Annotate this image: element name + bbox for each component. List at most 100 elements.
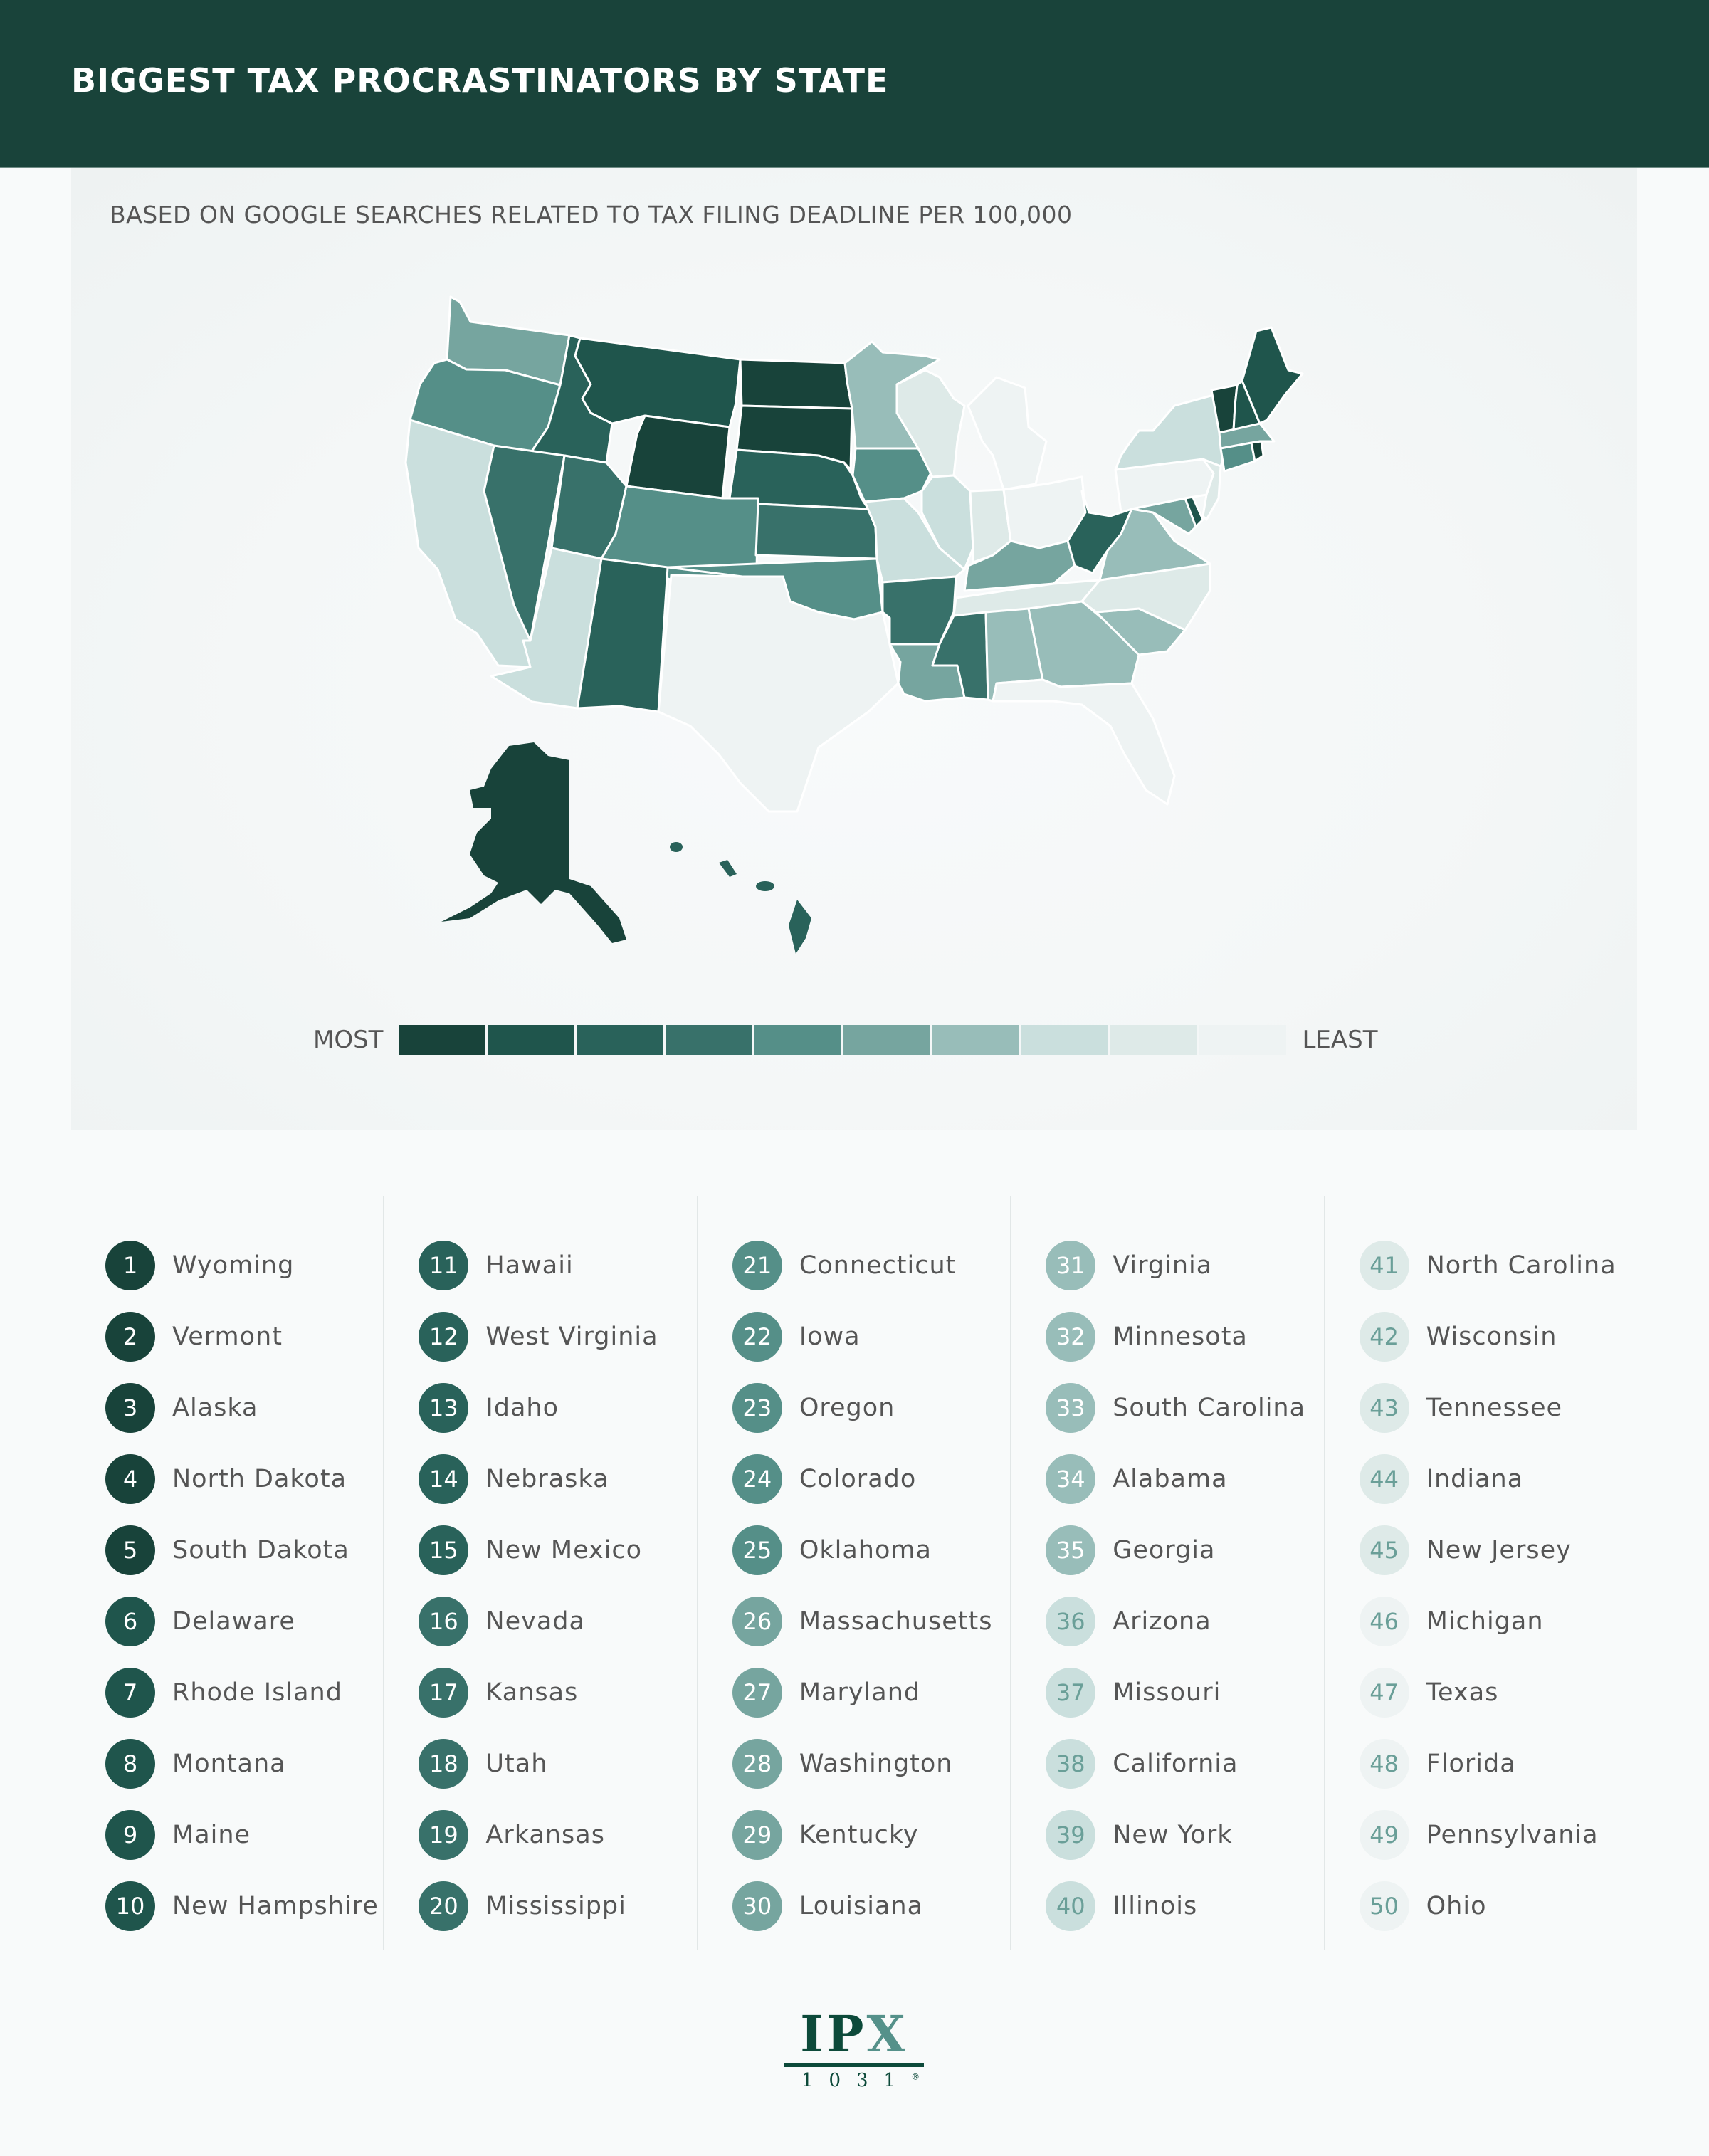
rank-badge: 31: [1046, 1241, 1096, 1290]
state-kansas: [754, 503, 878, 560]
rank-badge: 17: [419, 1668, 469, 1718]
list-item: 7 Rhode Island: [105, 1657, 383, 1728]
state-name: Arizona: [1113, 1607, 1211, 1636]
state-nevada: [483, 444, 566, 642]
rank-badge: 20: [419, 1881, 469, 1931]
rank-badge: 1: [105, 1241, 155, 1290]
rank-badge: 46: [1359, 1597, 1409, 1646]
state-name: Nebraska: [485, 1465, 609, 1493]
rank-badge: 23: [732, 1383, 782, 1433]
legend-swatch-1: [399, 1025, 486, 1055]
rank-badge: 35: [1046, 1525, 1096, 1575]
rank-badge: 7: [105, 1668, 155, 1718]
rank-badge: 14: [419, 1454, 469, 1504]
state-name: Texas: [1426, 1678, 1499, 1707]
list-item: 20 Mississippi: [419, 1871, 696, 1942]
rank-badge: 37: [1046, 1668, 1096, 1718]
list-item: 10 New Hampshire: [105, 1871, 383, 1942]
list-item: 8 Montana: [105, 1728, 383, 1799]
rank-badge: 43: [1359, 1383, 1409, 1433]
list-item: 31 Virginia: [1046, 1230, 1323, 1301]
state-name: Rhode Island: [172, 1678, 342, 1707]
state-name: Colorado: [799, 1465, 917, 1493]
state-name: New Jersey: [1426, 1536, 1572, 1565]
state-name: California: [1113, 1750, 1239, 1778]
state-name: Minnesota: [1113, 1322, 1248, 1351]
rank-badge: 48: [1359, 1739, 1409, 1789]
state-name: North Dakota: [172, 1465, 347, 1493]
list-item: 39 New York: [1046, 1799, 1323, 1871]
ipx1031-logo: IPX 1031®: [783, 2007, 925, 2100]
rank-badge: 25: [732, 1525, 782, 1575]
state-name: New Hampshire: [172, 1892, 379, 1920]
state-name: Maryland: [799, 1678, 921, 1707]
state-name: Alaska: [172, 1394, 258, 1422]
state-name: Nevada: [485, 1607, 585, 1636]
rank-badge: 24: [732, 1454, 782, 1504]
logo-number: 1031: [801, 2070, 912, 2091]
registered-mark: ®: [911, 2071, 920, 2082]
list-item: 44 Indiana: [1359, 1444, 1637, 1515]
state-name: Utah: [485, 1750, 548, 1778]
rank-badge: 26: [732, 1597, 782, 1646]
list-item: 37 Missouri: [1046, 1657, 1323, 1728]
rank-badge: 16: [419, 1597, 469, 1646]
state-name: Pennsylvania: [1426, 1821, 1599, 1849]
state-name: Washington: [799, 1750, 953, 1778]
rank-badge: 49: [1359, 1810, 1409, 1860]
state-name: West Virginia: [485, 1322, 658, 1351]
state-name: Michigan: [1426, 1607, 1544, 1636]
rank-column-1: 1 Wyoming 2 Vermont 3 Alaska 4 North Dakota 5 Sou…: [71, 1196, 385, 1950]
state-name: Connecticut: [799, 1251, 957, 1280]
state-name: Arkansas: [485, 1821, 605, 1849]
list-item: 41 North Carolina: [1359, 1230, 1637, 1301]
map-legend: MOST LEAST: [313, 1024, 1378, 1056]
state-name: Alabama: [1113, 1465, 1228, 1493]
rank-badge: 4: [105, 1454, 155, 1504]
us-choropleth-map: [404, 295, 1304, 954]
list-item: 23 Oregon: [732, 1372, 1010, 1444]
rank-badge: 18: [419, 1739, 469, 1789]
state-name: Missouri: [1113, 1678, 1221, 1707]
list-item: 45 New Jersey: [1359, 1515, 1637, 1586]
rank-column-5: 41 North Carolina 42 Wisconsin 43 Tennessee 44…: [1325, 1196, 1637, 1950]
header-banner: BIGGEST TAX PROCRASTINATORS BY STATE: [0, 0, 1709, 168]
legend-swatch-4: [666, 1025, 753, 1055]
rank-badge: 30: [732, 1881, 782, 1931]
state-illinois: [920, 474, 974, 571]
legend-swatch-2: [488, 1025, 575, 1055]
list-item: 16 Nevada: [419, 1586, 696, 1657]
rank-badge: 8: [105, 1739, 155, 1789]
map-subtitle: BASED ON GOOGLE SEARCHES RELATED TO TAX …: [110, 201, 1073, 228]
legend-swatch-6: [843, 1025, 931, 1055]
state-north-dakota: [739, 358, 853, 410]
logo-accent-letter: X: [866, 2004, 908, 2063]
state-name: Wisconsin: [1426, 1322, 1557, 1351]
state-name: Ohio: [1426, 1892, 1487, 1920]
state-alaska: [441, 742, 626, 943]
legend-swatch-5: [754, 1025, 842, 1055]
state-name: South Carolina: [1113, 1394, 1306, 1422]
list-item: 50 Ohio: [1359, 1871, 1637, 1942]
state-name: Vermont: [172, 1322, 283, 1351]
rank-badge: 27: [732, 1668, 782, 1718]
state-name: South Dakota: [172, 1536, 349, 1565]
rank-badge: 39: [1046, 1810, 1096, 1860]
legend-least-label: LEAST: [1302, 1026, 1378, 1054]
list-item: 9 Maine: [105, 1799, 383, 1871]
rank-badge: 13: [419, 1383, 469, 1433]
rank-badge: 9: [105, 1810, 155, 1860]
list-item: 4 North Dakota: [105, 1444, 383, 1515]
state-name: Maine: [172, 1821, 251, 1849]
state-connecticut: [1219, 441, 1256, 473]
rank-badge: 12: [419, 1312, 469, 1362]
state-florida: [992, 678, 1176, 806]
state-new-york: [1114, 394, 1226, 471]
list-item: 13 Idaho: [419, 1372, 696, 1444]
list-item: 12 West Virginia: [419, 1301, 696, 1372]
list-item: 42 Wisconsin: [1359, 1301, 1637, 1372]
rank-badge: 10: [105, 1881, 155, 1931]
rank-badge: 50: [1359, 1881, 1409, 1931]
rank-badge: 34: [1046, 1454, 1096, 1504]
state-mississippi: [931, 611, 989, 701]
